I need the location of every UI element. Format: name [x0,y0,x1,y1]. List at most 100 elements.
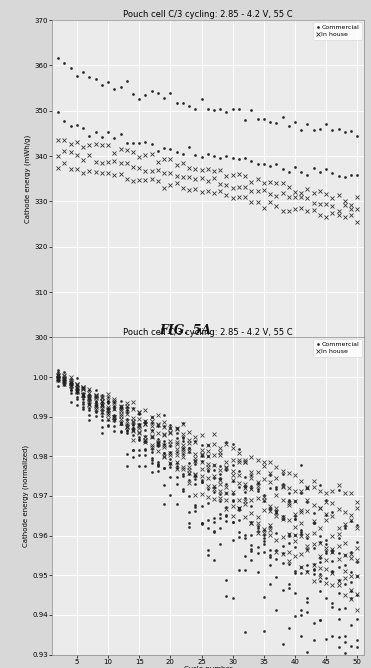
Commercial [81,383,85,391]
In house [324,190,328,198]
Commercial [125,403,129,411]
Line: In house: In house [57,373,359,504]
In house [174,160,179,168]
Commercial [237,445,241,453]
Commercial [299,462,303,470]
Commercial [299,126,303,134]
Commercial [293,118,297,126]
In house [318,487,322,495]
Commercial [286,490,291,498]
In house [305,483,310,491]
In house [243,172,247,180]
Commercial [168,421,173,429]
Commercial [181,100,185,108]
In house [75,138,79,146]
Commercial [268,118,272,126]
Commercial [349,127,353,135]
In house [150,413,154,421]
In house [330,194,335,202]
Commercial [131,90,135,98]
Commercial [218,105,223,113]
Commercial [106,78,110,86]
Commercial [330,508,335,516]
Commercial [75,72,79,80]
Y-axis label: Cathode energy (mWh/g): Cathode energy (mWh/g) [25,134,32,223]
In house [125,399,129,407]
In house [237,450,241,458]
Commercial [174,99,179,107]
In house [168,428,173,436]
Commercial [193,104,197,112]
Commercial [187,444,191,452]
In house [286,182,291,190]
Commercial [199,452,204,460]
In house [87,141,92,149]
In house [112,150,116,158]
Commercial [137,94,141,102]
Line: In house: In house [57,138,359,206]
Title: Pouch cell C/3 cycling: 2.85 - 4.2 V, 55 C: Pouch cell C/3 cycling: 2.85 - 4.2 V, 55… [123,10,293,19]
Commercial [181,434,185,442]
Commercial [336,126,341,134]
In house [181,420,185,428]
Commercial [150,413,154,421]
In house [143,406,148,414]
Text: FIG. 5A: FIG. 5A [160,324,211,337]
Commercial [206,441,210,449]
In house [193,165,197,173]
In house [336,191,341,199]
In house [181,159,185,167]
Commercial [243,116,247,124]
Commercial [56,374,60,382]
In house [68,379,73,387]
In house [293,471,297,479]
Title: Pouch cell C/3 cycling: 2.85 - 4.2 V, 55 C: Pouch cell C/3 cycling: 2.85 - 4.2 V, 55… [123,327,293,337]
Commercial [343,128,347,136]
In house [174,424,179,432]
In house [168,155,173,163]
In house [112,395,116,403]
In house [268,178,272,186]
Commercial [355,132,359,140]
In house [212,167,216,175]
Commercial [99,81,104,89]
Commercial [286,122,291,130]
In house [336,481,341,489]
In house [75,379,79,387]
Line: Commercial: Commercial [57,377,359,527]
In house [274,180,279,188]
Commercial [268,472,272,480]
Legend: Commercial, In house: Commercial, In house [313,22,362,39]
In house [343,196,347,204]
In house [137,153,141,161]
In house [62,371,67,379]
Commercial [137,409,141,417]
In house [137,407,141,415]
Commercial [75,384,79,392]
Commercial [93,75,98,84]
In house [131,148,135,156]
Commercial [305,120,310,128]
In house [68,140,73,148]
In house [118,146,123,154]
In house [274,463,279,471]
In house [262,178,266,186]
In house [193,433,197,441]
Commercial [81,68,85,76]
In house [125,146,129,154]
In house [224,172,229,180]
In house [318,187,322,195]
In house [293,188,297,196]
Commercial [99,400,104,408]
Commercial [293,496,297,504]
In house [218,166,223,174]
In house [230,444,235,452]
Commercial [131,404,135,412]
Commercial [68,63,73,71]
In house [106,140,110,148]
X-axis label: Cycle number: Cycle number [184,349,232,355]
Commercial [262,492,266,500]
Commercial [62,375,67,383]
In house [143,152,148,160]
In house [206,441,210,449]
